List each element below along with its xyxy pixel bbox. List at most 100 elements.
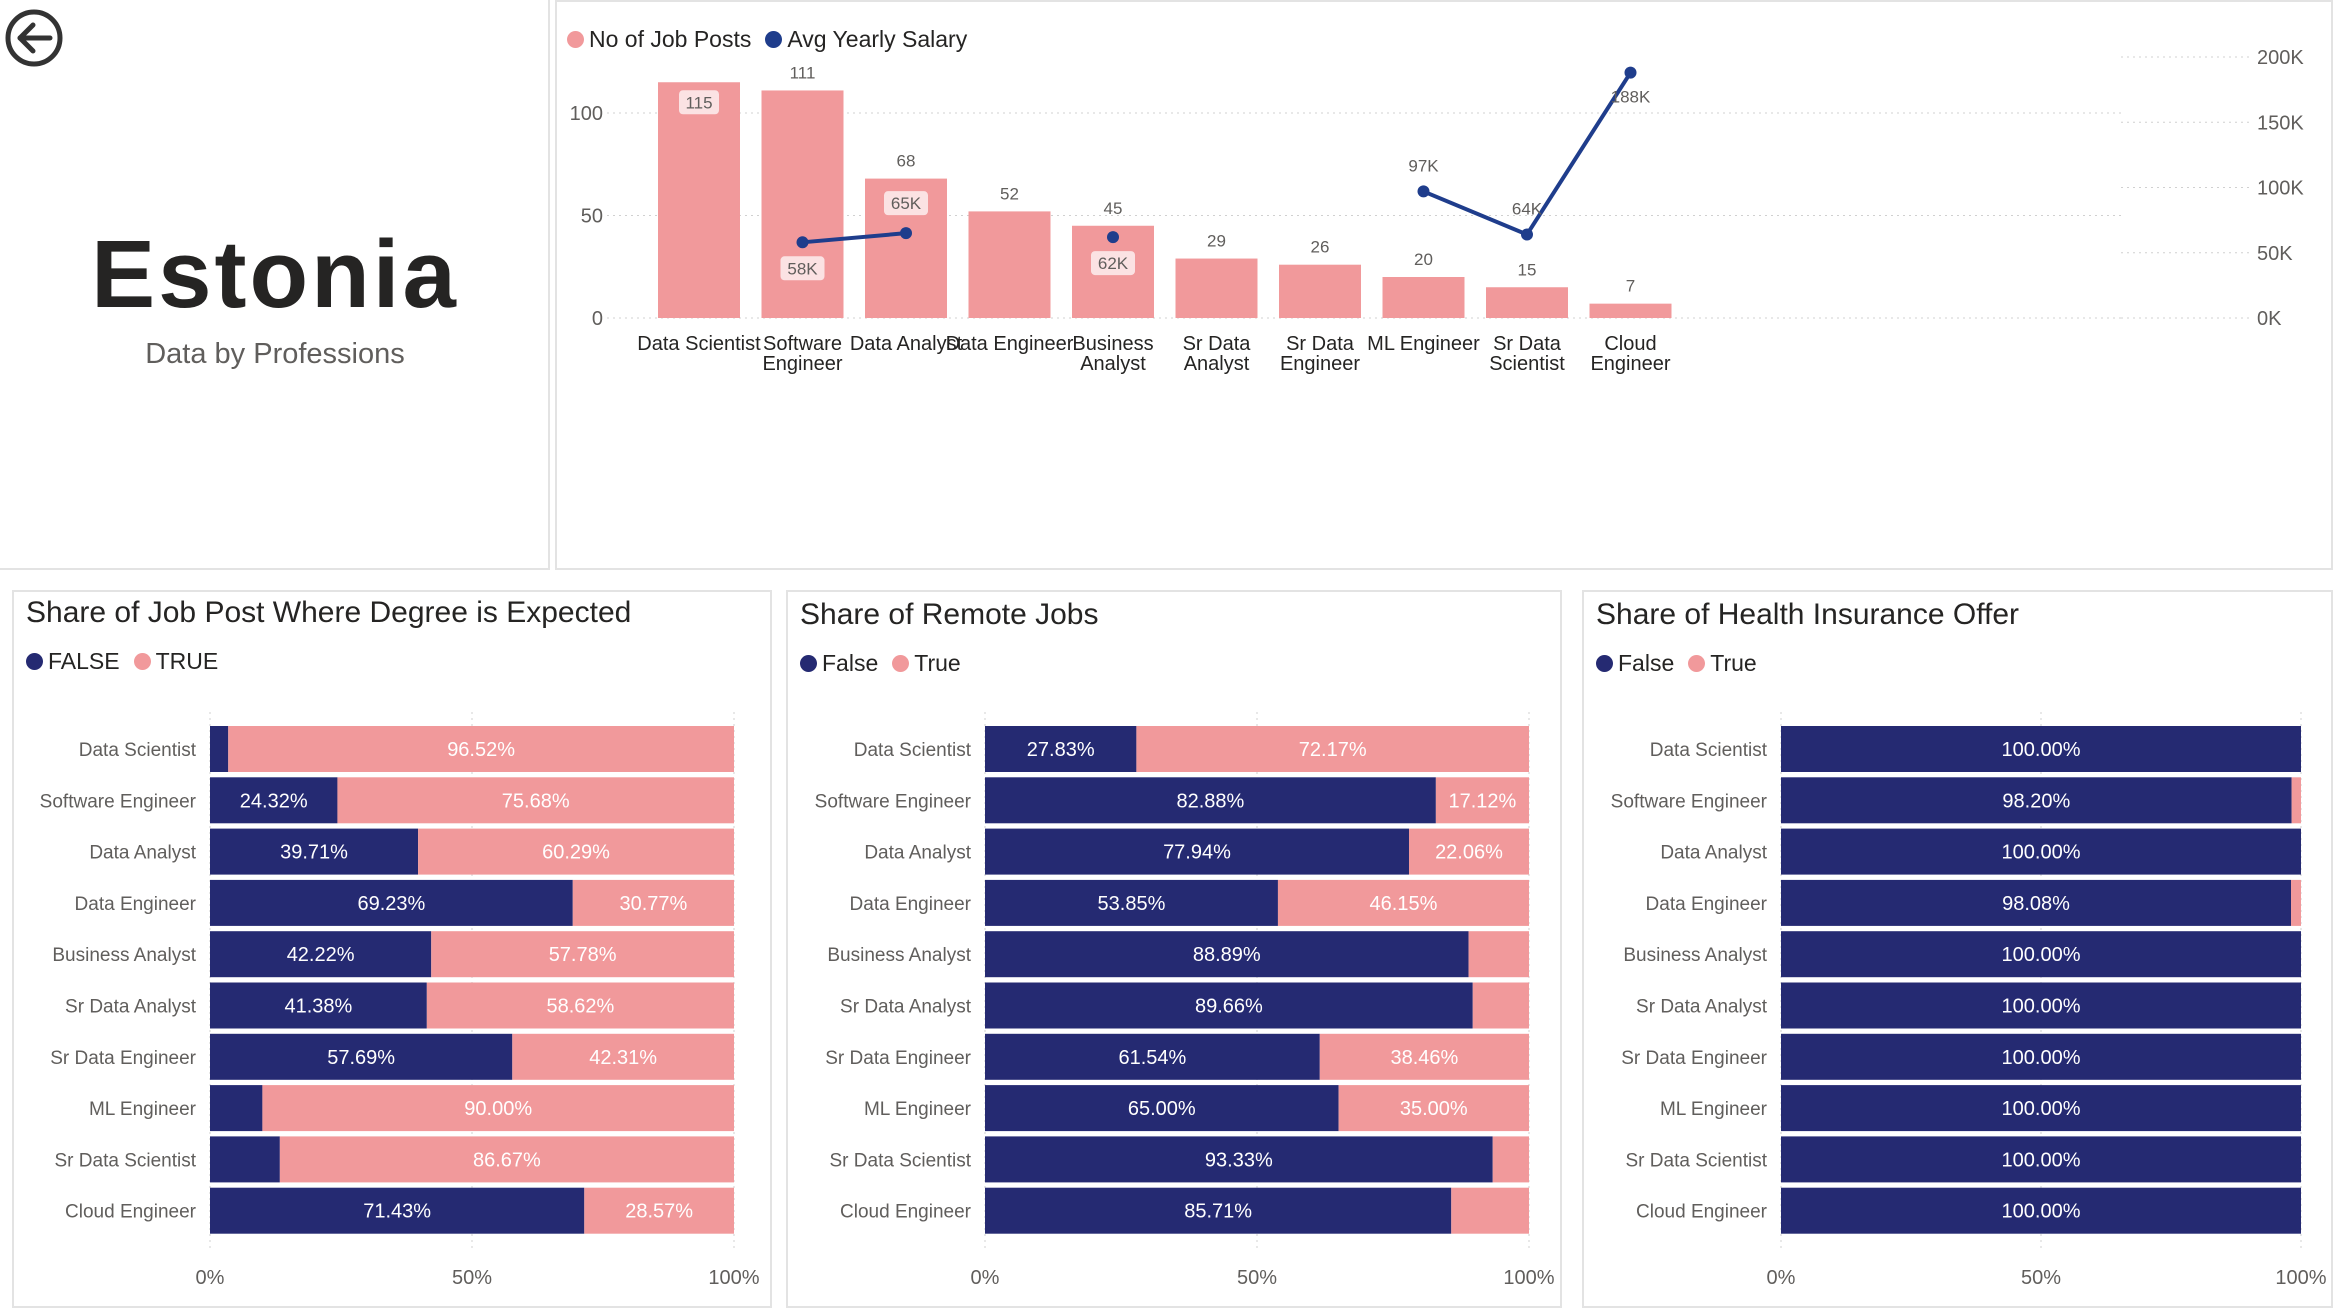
legend-label: FALSE <box>48 648 120 674</box>
true-data-label: 17.12% <box>1449 790 1517 812</box>
bar-false-segment <box>210 1085 263 1132</box>
back-arrow-icon[interactable] <box>4 8 64 68</box>
data-label-bg <box>679 90 719 115</box>
bar-true-segment <box>1468 931 1529 978</box>
x-category-label: Engineer <box>1280 353 1360 375</box>
x-category-label: Cloud <box>1604 333 1656 355</box>
bar-false-segment <box>210 1033 513 1080</box>
legend-dot-navy <box>1596 655 1613 672</box>
legend-item-true[interactable]: TRUE <box>133 648 218 675</box>
bar-job-posts <box>658 82 740 318</box>
x-tick-label: 0% <box>1767 1267 1796 1289</box>
y-category-label: Sr Data Scientist <box>830 1150 972 1171</box>
x-category-label: Data Scientist <box>637 333 761 355</box>
false-data-label: 100.00% <box>2002 1047 2081 1069</box>
true-data-label: 72.17% <box>1299 739 1367 761</box>
bar-false-segment <box>985 1085 1339 1132</box>
x-category-label: Analyst <box>1184 353 1250 375</box>
salary-point <box>796 236 809 249</box>
bar-false-segment <box>985 982 1473 1029</box>
bar-true-segment <box>1435 777 1529 824</box>
true-data-label: 22.06% <box>1435 842 1503 864</box>
y-category-label: Cloud Engineer <box>1636 1202 1768 1223</box>
bar-true-segment <box>1492 1136 1529 1183</box>
legend-item-true[interactable]: True <box>1688 650 1757 677</box>
legend-item-false[interactable]: FALSE <box>26 648 120 675</box>
false-data-label: 77.94% <box>1163 842 1231 864</box>
true-data-label: 30.77% <box>619 893 687 915</box>
false-data-label: 41.38% <box>284 996 352 1018</box>
bar-data-label: 29 <box>1207 232 1226 251</box>
bar-false-segment <box>985 828 1409 875</box>
bar-false-segment <box>210 931 432 978</box>
bar-false-segment <box>985 931 1469 978</box>
x-tick-label: 100% <box>2275 1267 2326 1289</box>
bar-true-segment <box>418 828 734 875</box>
salary-label-bg <box>1091 251 1135 276</box>
chart-title: Share of Remote Jobs <box>800 598 1099 631</box>
salary-point <box>1417 185 1430 198</box>
bar-false-segment <box>1781 931 2301 978</box>
bar-data-label: 20 <box>1414 250 1433 269</box>
bar-false-segment <box>1781 1187 2301 1234</box>
salary-point <box>900 227 912 240</box>
true-data-label: 58.62% <box>546 996 614 1018</box>
legend-label: No of Job Posts <box>589 26 752 52</box>
y-category-label: Sr Data Engineer <box>50 1048 196 1069</box>
page-title: Estonia <box>91 221 459 328</box>
false-data-label: 98.08% <box>2002 893 2070 915</box>
false-data-label: 69.23% <box>357 893 425 915</box>
y-category-label: Data Scientist <box>854 740 972 761</box>
x-category-label: ML Engineer <box>1367 333 1480 355</box>
legend-item-false[interactable]: False <box>800 650 878 677</box>
x-category-label: Analyst <box>1080 353 1146 375</box>
salary-label-bg <box>780 256 825 281</box>
bar-data-label: 45 <box>1104 199 1123 218</box>
salary-data-label: 58K <box>787 259 818 278</box>
legend-item-false[interactable]: False <box>1596 650 1674 677</box>
legend-label: Avg Yearly Salary <box>787 26 968 52</box>
x-category-label: Engineer <box>1590 353 1670 375</box>
legend-item-salary[interactable]: Avg Yearly Salary <box>765 26 967 53</box>
chart-title: Share of Job Post Where Degree is Expect… <box>26 596 632 629</box>
bar-true-segment <box>431 931 734 978</box>
salary-point <box>1624 66 1637 79</box>
bar-true-segment <box>1451 1187 1529 1234</box>
salary-point <box>1521 228 1533 241</box>
legend-label: False <box>822 650 879 676</box>
y-right-tick-label: 100K <box>2257 178 2304 200</box>
bar-false-segment <box>210 982 427 1029</box>
x-tick-label: 50% <box>2021 1267 2061 1289</box>
bar-job-posts <box>968 211 1051 318</box>
bar-true-segment <box>1277 879 1529 926</box>
bar-true-segment <box>1338 1085 1529 1132</box>
x-category-label: Sr Data <box>1286 333 1355 355</box>
job-posts-salary-chart: No of Job Posts Avg Yearly Salary 0 50 100… <box>555 0 2333 570</box>
false-data-label: 61.54% <box>1118 1047 1186 1069</box>
bar-false-segment <box>1781 982 2301 1029</box>
bar-false-segment <box>1781 879 2292 926</box>
y-category-label: Data Engineer <box>850 894 972 915</box>
y-category-label: Data Analyst <box>89 843 196 864</box>
page-subtitle: Data by Professions <box>145 338 405 370</box>
false-data-label: 100.00% <box>2002 1149 2081 1171</box>
bar-true-segment <box>572 879 734 926</box>
health-insurance-panel: Share of Health Insurance Offer False Tr… <box>1582 590 2333 1308</box>
salary-data-label: 97K <box>1408 156 1439 175</box>
false-data-label: 100.00% <box>2002 1098 2081 1120</box>
x-category-label: Sr Data <box>1493 333 1562 355</box>
y-left-tick-label: 0 <box>592 308 603 330</box>
x-category-label: Engineer <box>762 353 842 375</box>
legend-item-job-posts[interactable]: No of Job Posts <box>567 26 751 53</box>
bar-job-posts <box>1382 277 1465 318</box>
false-data-label: 53.85% <box>1098 893 1166 915</box>
false-data-label: 93.33% <box>1205 1149 1273 1171</box>
true-data-label: 75.68% <box>502 790 570 812</box>
y-category-label: Sr Data Scientist <box>55 1150 197 1171</box>
salary-data-label: 188K <box>1611 88 1651 107</box>
true-data-label: 38.46% <box>1390 1047 1458 1069</box>
bar-data-label: 26 <box>1311 238 1330 257</box>
legend-item-true[interactable]: True <box>892 650 961 677</box>
degree-stacked-chart: 0% 50% 100% Data Scientist 96.52% Software En… <box>40 712 760 1289</box>
bar-false-segment <box>1781 777 2292 824</box>
